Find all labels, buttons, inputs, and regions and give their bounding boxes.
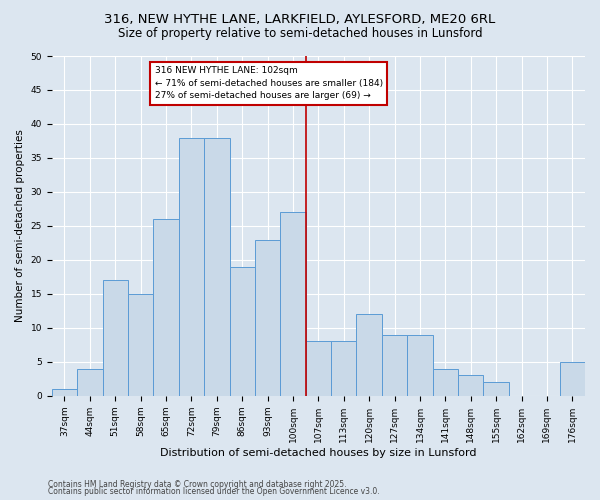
Bar [154, 219, 179, 396]
Bar [458, 376, 484, 396]
Bar [560, 362, 585, 396]
Bar [103, 280, 128, 396]
Text: Contains public sector information licensed under the Open Government Licence v3: Contains public sector information licen… [48, 487, 380, 496]
Bar [204, 138, 230, 396]
Bar [128, 294, 154, 396]
Bar [305, 342, 331, 396]
Bar [382, 334, 407, 396]
Bar [331, 342, 356, 396]
Bar [230, 266, 255, 396]
Bar [484, 382, 509, 396]
Bar [407, 334, 433, 396]
Bar [77, 368, 103, 396]
Text: 316 NEW HYTHE LANE: 102sqm
← 71% of semi-detached houses are smaller (184)
27% o: 316 NEW HYTHE LANE: 102sqm ← 71% of semi… [155, 66, 383, 100]
Bar [433, 368, 458, 396]
Bar [255, 240, 280, 396]
Text: Size of property relative to semi-detached houses in Lunsford: Size of property relative to semi-detach… [118, 28, 482, 40]
Bar [280, 212, 305, 396]
Y-axis label: Number of semi-detached properties: Number of semi-detached properties [15, 130, 25, 322]
Bar [179, 138, 204, 396]
Text: Contains HM Land Registry data © Crown copyright and database right 2025.: Contains HM Land Registry data © Crown c… [48, 480, 347, 489]
Bar [356, 314, 382, 396]
X-axis label: Distribution of semi-detached houses by size in Lunsford: Distribution of semi-detached houses by … [160, 448, 476, 458]
Text: 316, NEW HYTHE LANE, LARKFIELD, AYLESFORD, ME20 6RL: 316, NEW HYTHE LANE, LARKFIELD, AYLESFOR… [104, 12, 496, 26]
Bar [52, 389, 77, 396]
